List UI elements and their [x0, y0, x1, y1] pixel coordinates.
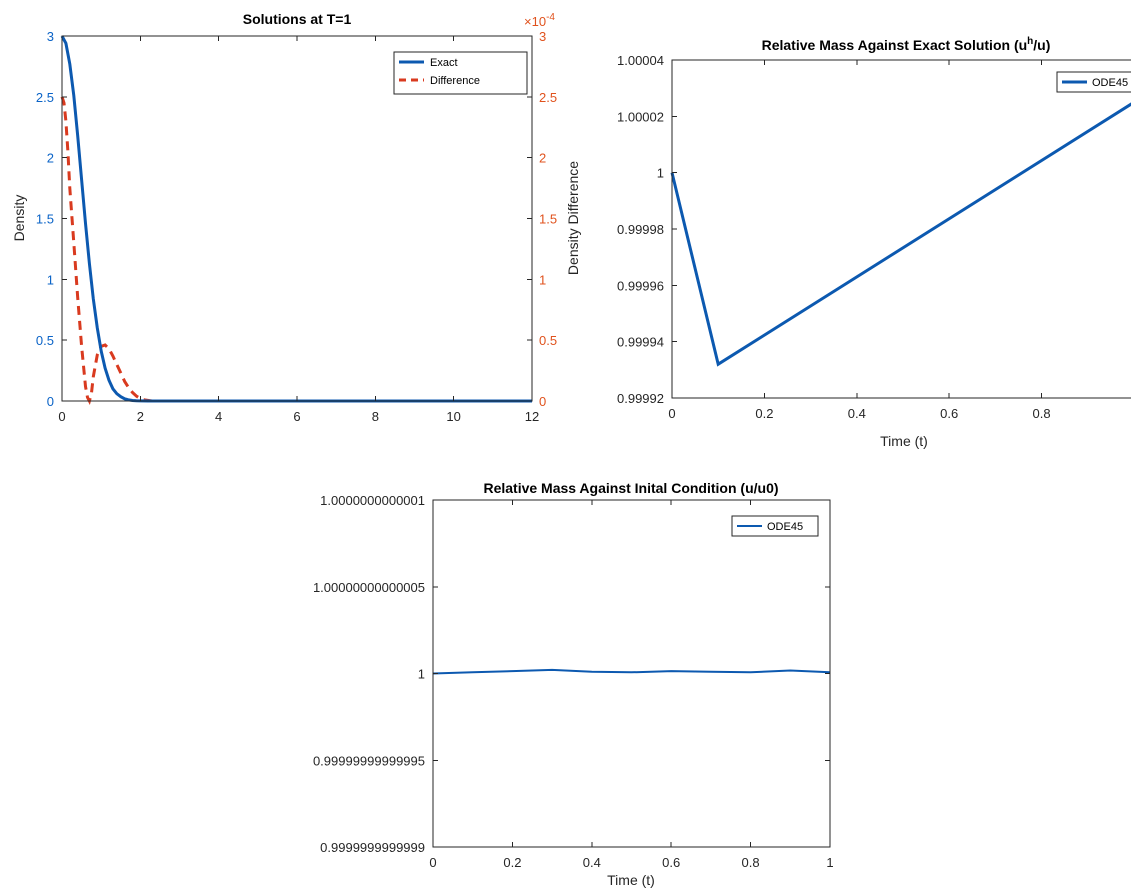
y-tick-label: 0.99992: [617, 391, 664, 406]
x-tick-label: 2: [137, 409, 144, 424]
y-right-axis-label: Density Difference: [565, 161, 581, 275]
x-tick-label: 6: [293, 409, 300, 424]
chart-title: Solutions at T=1: [243, 11, 352, 27]
x-tick-label: 0.4: [583, 855, 601, 870]
exact-mass-chart: Relative Mass Against Exact Solution (uh…: [617, 36, 1131, 449]
x-tick-label: 0.8: [742, 855, 760, 870]
plot-frame: [432, 499, 831, 848]
y-tick-label: 1.00002: [617, 109, 664, 124]
y-tick-label: 0.9999999999999: [320, 840, 425, 855]
x-tick-label: 0.8: [1033, 406, 1051, 421]
initial-mass-chart: Relative Mass Against Inital Condition (…: [313, 480, 834, 888]
title-superscript: h: [1027, 36, 1033, 47]
y-tick-label: 1.0000000000001: [320, 493, 425, 508]
chart-title: Relative Mass Against Exact Solution (uh…: [762, 36, 1051, 53]
x-tick-label: 12: [525, 409, 539, 424]
y-right-tick-label: 0.5: [539, 333, 557, 348]
y-right-tick-label: 1.5: [539, 212, 557, 227]
y-tick-label: 0: [47, 394, 54, 409]
exponent-power: -4: [546, 12, 555, 23]
y-tick-label: 2.5: [36, 90, 54, 105]
legend-box: [1056, 71, 1131, 93]
ode45-line: [432, 668, 831, 675]
x-tick-label: 0: [58, 409, 65, 424]
x-tick-label: 0: [429, 855, 436, 870]
y-right-tick-label: 0: [539, 394, 546, 409]
x-tick-label: 8: [372, 409, 379, 424]
chart-title: Relative Mass Against Inital Condition (…: [483, 480, 778, 496]
legend-box: [731, 515, 819, 537]
x-tick-label: 4: [215, 409, 222, 424]
y-tick-label: 1.5: [36, 212, 54, 227]
y-tick-label: 0.99999999999995: [313, 753, 425, 768]
legend: ODE45: [731, 515, 819, 537]
legend: ODE45: [1056, 71, 1131, 93]
y-right-tick-label: 1: [539, 272, 546, 287]
y-tick-label: 0.99996: [617, 278, 664, 293]
y-tick-label: 1: [657, 166, 664, 181]
legend-ode45-label: ODE45: [1092, 77, 1128, 89]
y-right-tick-label: 2.5: [539, 90, 557, 105]
y-tick-label: 0.99998: [617, 222, 664, 237]
x-tick-label: 1: [826, 855, 833, 870]
y-tick-label: 1: [418, 667, 425, 682]
y-right-tick-label: 2: [539, 151, 546, 166]
exponent-base: ×10: [524, 14, 546, 29]
ode45-line: [670, 102, 1131, 367]
legend: Exact Difference: [393, 51, 528, 95]
x-tick-label: 0.6: [940, 406, 958, 421]
legend-exact-label: Exact: [430, 57, 458, 69]
x-tick-label: 0.2: [755, 406, 773, 421]
x-tick-label: 0.4: [848, 406, 866, 421]
title-end: /u): [1033, 37, 1050, 53]
x-axis-label: Time (t): [880, 433, 928, 449]
x-axis-label: Time (t): [607, 872, 655, 888]
y-right-tick-label: 3: [539, 29, 546, 44]
y-axis-label: Density: [11, 195, 27, 242]
y-tick-label: 1.00004: [617, 53, 664, 68]
y-tick-label: 1: [47, 272, 54, 287]
x-tick-label: 0.2: [503, 855, 521, 870]
solutions-chart: Solutions at T=1 0 2 4 6 8 10 1200.511.522.530…: [11, 11, 581, 424]
y-tick-label: 1.00000000000005: [313, 580, 425, 595]
y-tick-label: 3: [47, 29, 54, 44]
title-main: Relative Mass Against Exact Solution (u: [762, 37, 1028, 53]
x-tick-label: 0.6: [662, 855, 680, 870]
y-tick-label: 0.99994: [617, 335, 664, 350]
y-tick-label: 0.5: [36, 333, 54, 348]
difference-line: [60, 96, 532, 406]
legend-difference-label: Difference: [430, 75, 480, 87]
legend-box: [393, 51, 528, 95]
legend-ode45-label: ODE45: [767, 521, 803, 533]
x-tick-label: 0: [668, 406, 675, 421]
plot-frame: [671, 59, 1131, 399]
y-tick-label: 2: [47, 151, 54, 166]
x-tick-label: 10: [446, 409, 460, 424]
exponent-label: ×10-4: [524, 12, 555, 29]
